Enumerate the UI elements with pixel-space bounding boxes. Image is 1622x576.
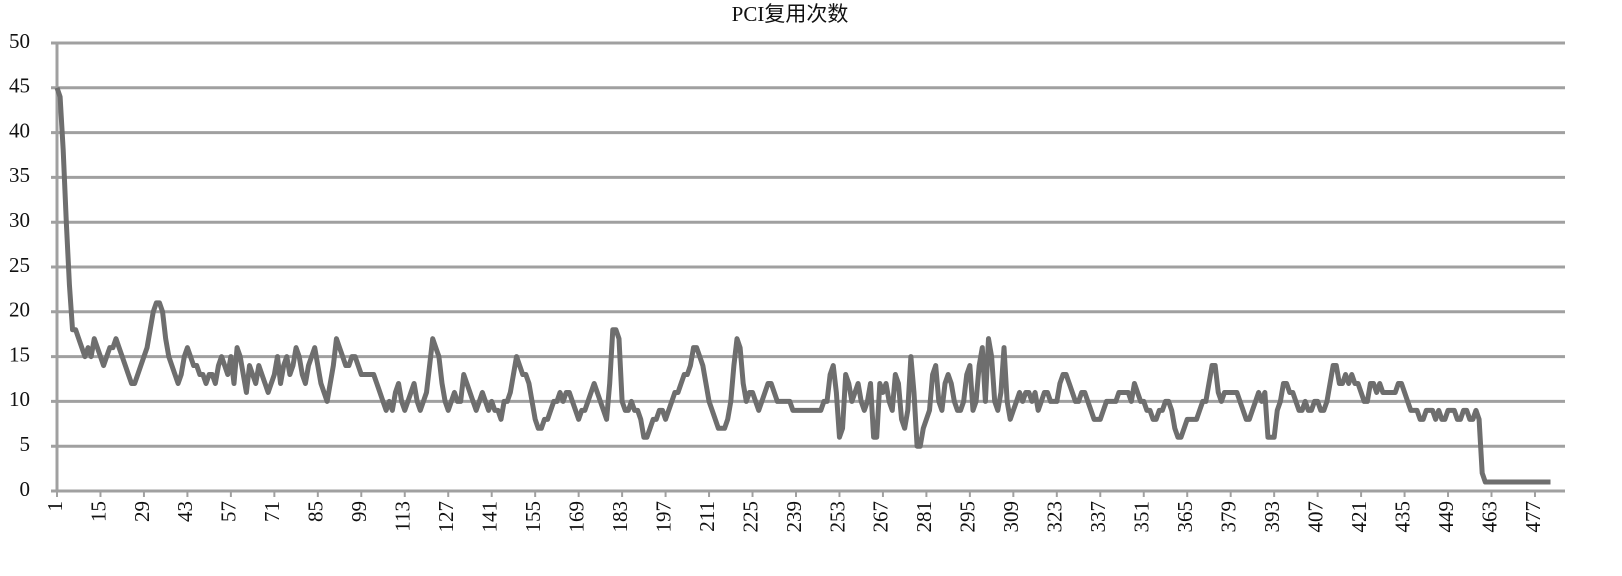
x-tick-label: 337 — [1086, 501, 1110, 533]
x-tick-label: 379 — [1217, 501, 1241, 533]
x-tick-label: 477 — [1521, 501, 1545, 533]
x-tick-label: 351 — [1130, 501, 1154, 533]
x-tick-label: 309 — [999, 501, 1023, 533]
y-tick-label: 15 — [9, 342, 30, 366]
x-tick-label: 85 — [304, 501, 328, 522]
x-tick-label: 127 — [434, 501, 458, 533]
x-tick-label: 267 — [869, 501, 893, 533]
y-tick-label: 25 — [9, 253, 30, 277]
x-tick-label: 15 — [86, 501, 110, 522]
chart-title: PCI复用次数 — [732, 2, 849, 26]
x-tick-label: 435 — [1390, 501, 1414, 533]
y-tick-label: 30 — [9, 208, 30, 232]
y-tick-label: 40 — [9, 118, 30, 142]
x-tick-label: 71 — [260, 501, 284, 522]
x-tick-label: 393 — [1260, 501, 1284, 533]
x-tick-label: 57 — [217, 501, 241, 522]
y-tick-label: 45 — [9, 74, 30, 98]
x-tick-label: 99 — [347, 501, 371, 522]
x-tick-label: 29 — [130, 501, 154, 522]
x-tick-label: 365 — [1173, 501, 1197, 533]
x-tick-label: 225 — [738, 501, 762, 533]
y-tick-label: 20 — [9, 298, 30, 322]
y-tick-label: 0 — [20, 477, 31, 501]
x-tick-label: 281 — [912, 501, 936, 533]
x-tick-label: 1 — [43, 501, 67, 512]
x-tick-label: 239 — [782, 501, 806, 533]
y-tick-label: 5 — [20, 432, 31, 456]
x-tick-label: 463 — [1477, 501, 1501, 533]
x-tick-label: 295 — [956, 501, 980, 533]
x-tick-label: 253 — [825, 501, 849, 533]
x-tick-label: 183 — [608, 501, 632, 533]
y-tick-label: 35 — [9, 163, 30, 187]
data-line — [54, 86, 1551, 485]
y-tick-label: 10 — [9, 387, 30, 411]
x-tick-label: 421 — [1347, 501, 1371, 533]
x-tick-label: 197 — [651, 501, 675, 533]
y-tick-label: 50 — [9, 29, 30, 53]
x-tick-label: 141 — [478, 501, 502, 533]
x-tick-label: 169 — [564, 501, 588, 533]
x-tick-label: 155 — [521, 501, 545, 533]
x-tick-label: 113 — [391, 501, 415, 532]
x-tick-label: 323 — [1043, 501, 1067, 533]
x-tick-label: 211 — [695, 501, 719, 532]
x-tick-label: 43 — [173, 501, 197, 522]
x-tick-label: 407 — [1303, 501, 1327, 533]
x-tick-label: 449 — [1434, 501, 1458, 533]
